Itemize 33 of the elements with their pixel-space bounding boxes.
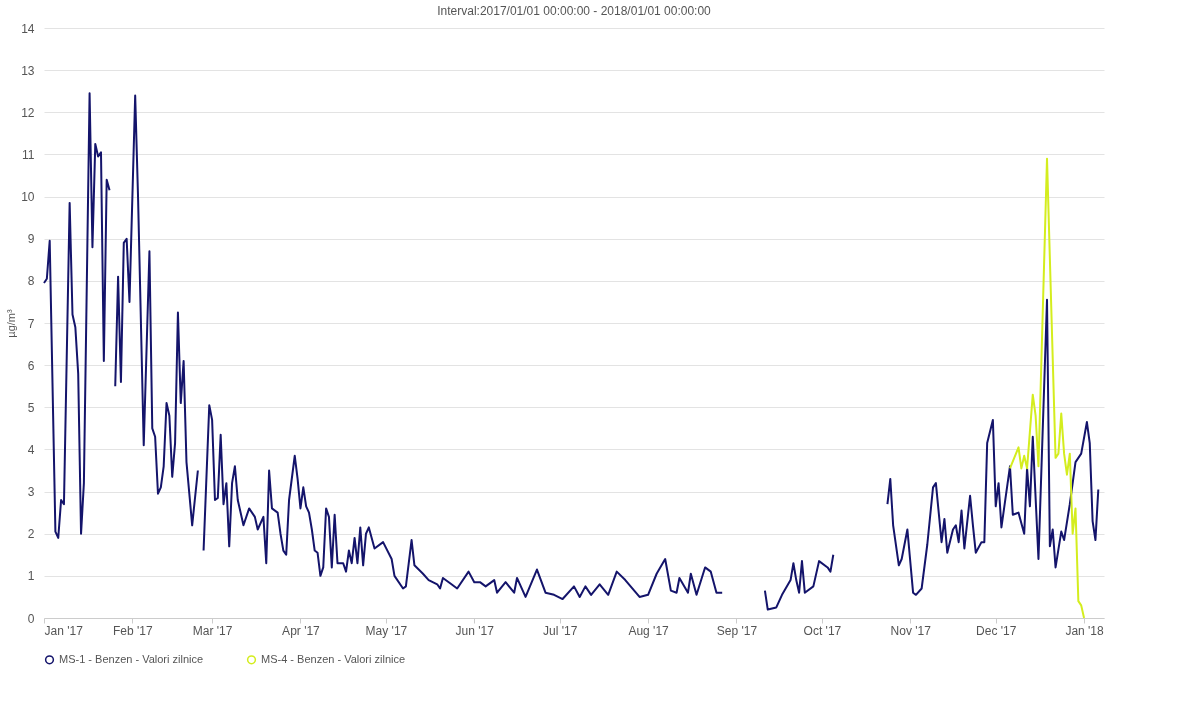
x-tick-label: Jul '17: [543, 623, 578, 638]
y-tick-label: 8: [27, 274, 35, 289]
x-tick-label: Sep '17: [716, 623, 758, 638]
y-tick-label: 3: [27, 485, 35, 500]
x-tick-label: Mar '17: [192, 623, 233, 638]
x-tick-label: Jan '17: [44, 623, 84, 638]
y-tick-label: 7: [27, 316, 35, 331]
y-tick-label: 14: [21, 21, 35, 36]
legend-label: MS-1 - Benzen - Valori zilnice: [59, 652, 204, 665]
y-tick-label: 2: [27, 527, 35, 542]
line-series: [1008, 157, 1086, 619]
y-tick-label: 9: [27, 232, 35, 247]
y-tick-label: 13: [21, 63, 35, 78]
y-tick-label: 11: [22, 147, 35, 162]
x-tick-label: Nov '17: [890, 623, 932, 638]
x-tick-label: Dec '17: [976, 623, 1017, 638]
y-tick-label: 12: [21, 105, 35, 120]
x-tick-label: Oct '17: [803, 623, 842, 638]
y-tick-label: 1: [27, 569, 35, 584]
x-tick-label: May '17: [365, 623, 408, 638]
y-tick-label: 4: [27, 442, 35, 457]
legend-label: MS-4 - Benzen - Valori zilnice: [261, 652, 406, 665]
y-axis-title: µg/m³: [5, 309, 18, 338]
x-tick-label: Jun '17: [455, 623, 495, 638]
x-tick-label: Aug '17: [628, 623, 670, 638]
y-tick-label: 5: [27, 400, 35, 415]
chart-title: Interval:2017/01/01 00:00:00 - 2018/01/01 00:00:00: [437, 4, 712, 18]
y-tick-label: 0: [27, 611, 35, 626]
x-tick-label: Apr '17: [282, 623, 321, 638]
y-tick-label: 6: [27, 358, 35, 373]
y-tick-label: 10: [21, 190, 35, 205]
x-tick-label: Jan '18: [1065, 623, 1105, 638]
x-tick-label: Feb '17: [113, 623, 153, 638]
